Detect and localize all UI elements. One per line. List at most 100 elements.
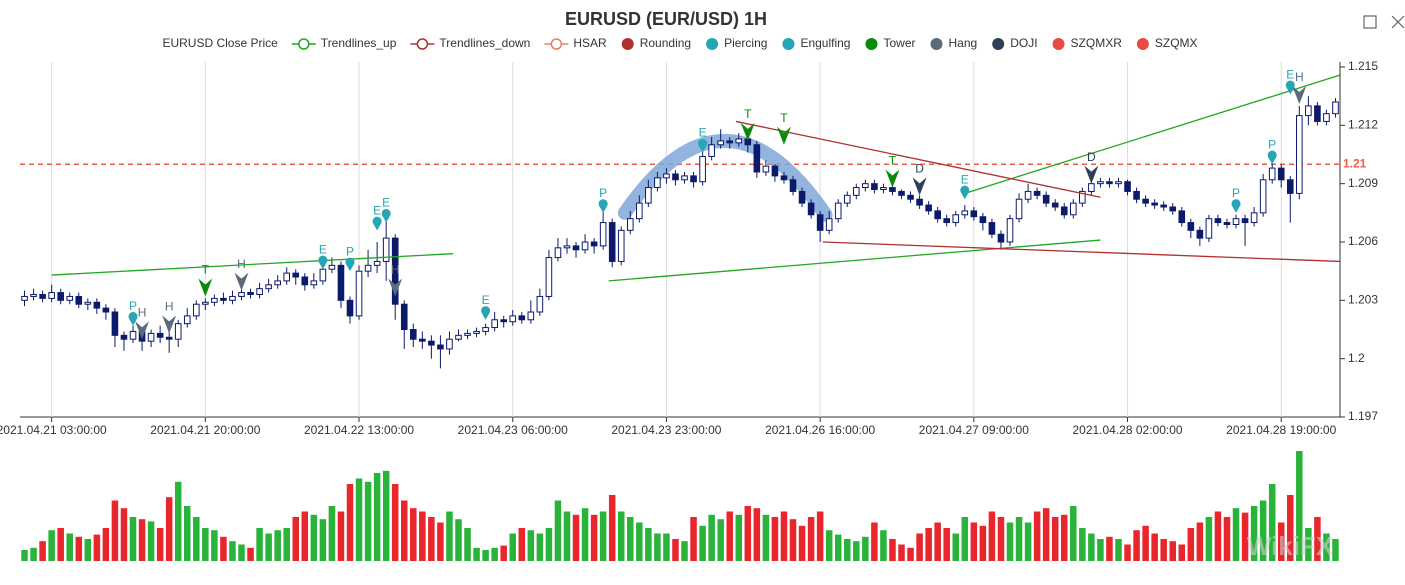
- candle-body: [1006, 218, 1014, 243]
- candle-body: [979, 216, 987, 224]
- volume-bar: [1223, 517, 1231, 561]
- volume-bar: [419, 511, 426, 561]
- volume-bar: [916, 533, 923, 561]
- candle-body: [229, 295, 236, 301]
- candle-body: [1250, 212, 1258, 224]
- legend-item[interactable]: EURUSD Close Price: [162, 36, 278, 50]
- candle-body: [608, 222, 616, 262]
- volume-bar: [527, 530, 535, 561]
- x-tick-label: 2021.04.21 20:00:00: [150, 423, 260, 437]
- candle-body: [925, 204, 932, 212]
- volume-bar: [509, 533, 516, 561]
- volume-bar: [1088, 533, 1095, 561]
- legend-item[interactable]: Trendlines_up: [291, 36, 397, 50]
- legend-label: DOJI: [1010, 36, 1037, 50]
- volume-bar: [563, 511, 571, 561]
- marker-label: P: [129, 299, 137, 313]
- candle-body: [735, 138, 743, 144]
- candle-body: [1051, 202, 1059, 208]
- candle-body: [409, 329, 417, 340]
- zoom-icon[interactable]: [1363, 15, 1377, 29]
- candle-body: [21, 295, 28, 301]
- volume-bar: [744, 506, 752, 561]
- volume-bar: [337, 511, 345, 561]
- legend-item[interactable]: Tower: [865, 36, 916, 50]
- legend-item[interactable]: Hang: [930, 36, 978, 50]
- candle-body: [165, 336, 173, 340]
- candle-body: [328, 264, 336, 270]
- x-tick-label: 2021.04.23 23:00:00: [611, 423, 721, 437]
- legend-item[interactable]: Piercing: [706, 36, 767, 50]
- candle-body: [256, 288, 263, 295]
- candle-body: [1151, 202, 1158, 206]
- legend-item[interactable]: DOJI: [992, 36, 1038, 50]
- volume-bar: [437, 522, 444, 561]
- volume-bar: [1259, 500, 1267, 561]
- legend-item[interactable]: HSAR: [544, 36, 607, 50]
- marker-label: E: [373, 204, 381, 218]
- legend-item[interactable]: SZQMX: [1136, 36, 1198, 50]
- legend-dot: [706, 38, 719, 50]
- volume-bar: [455, 519, 462, 561]
- marker-pin: [1285, 80, 1295, 95]
- marker-arrow: [1292, 85, 1307, 104]
- volume-bar: [193, 517, 200, 561]
- candle-body: [428, 340, 435, 346]
- volume-bar: [446, 511, 453, 561]
- candle-body: [1133, 190, 1140, 200]
- volume-bar: [952, 533, 960, 561]
- legend-dot: [1136, 38, 1149, 50]
- legend-dot: [865, 38, 878, 50]
- volume-bar: [1015, 517, 1023, 561]
- marker-arrow: [162, 315, 177, 334]
- volume-bar: [1006, 522, 1014, 561]
- volume-bar: [961, 517, 969, 561]
- toolbar[interactable]: [1363, 15, 1405, 29]
- marker-label: E: [699, 126, 707, 140]
- candle-body: [111, 311, 119, 336]
- volume-bar: [382, 470, 390, 561]
- candle-body: [1169, 206, 1177, 212]
- volume-bar: [617, 511, 625, 561]
- candle-body: [337, 264, 345, 301]
- volume-bar: [129, 517, 137, 561]
- candle-body: [889, 187, 896, 192]
- legend-item[interactable]: Trendlines_down: [410, 36, 530, 50]
- marker-label: E: [319, 242, 327, 256]
- candle-body: [898, 190, 905, 196]
- volume-bar: [997, 517, 1005, 561]
- volume-bar: [1133, 530, 1140, 561]
- candle-body: [636, 202, 643, 220]
- legend-dot: [992, 38, 1005, 50]
- legend-item[interactable]: SZQMXR: [1052, 36, 1123, 50]
- candle-body: [39, 294, 46, 299]
- candle-body: [220, 297, 227, 301]
- volume-bar: [1024, 522, 1032, 561]
- volume-bar: [1287, 495, 1294, 561]
- candle-body: [825, 218, 833, 231]
- volume-bar: [834, 534, 842, 561]
- candle-body: [1160, 204, 1168, 208]
- restore-icon[interactable]: [1391, 15, 1405, 29]
- legend-item[interactable]: Engulfing: [782, 36, 850, 50]
- legend-dot: [930, 38, 943, 50]
- legend: EURUSD Close Price Trendlines_up Trendline…: [162, 36, 1197, 50]
- legend-circle: [550, 38, 563, 50]
- candle-body: [509, 315, 517, 323]
- marker-label: H: [165, 300, 174, 314]
- candle-body: [907, 194, 914, 200]
- candle-body: [708, 144, 715, 157]
- candle-body: [238, 292, 245, 297]
- volume-bar: [708, 514, 715, 561]
- candle-body: [843, 194, 851, 204]
- candle-body: [798, 190, 806, 204]
- candle-body: [617, 229, 625, 262]
- candle-body: [1079, 190, 1086, 204]
- candle-body: [66, 295, 74, 301]
- y-tick-label: 1.2: [1348, 351, 1365, 365]
- volume-bar: [1106, 536, 1113, 561]
- marker-arrow: [912, 177, 927, 196]
- candle-body: [283, 272, 291, 282]
- volume-bar: [762, 514, 770, 561]
- legend-item[interactable]: Rounding: [621, 36, 691, 50]
